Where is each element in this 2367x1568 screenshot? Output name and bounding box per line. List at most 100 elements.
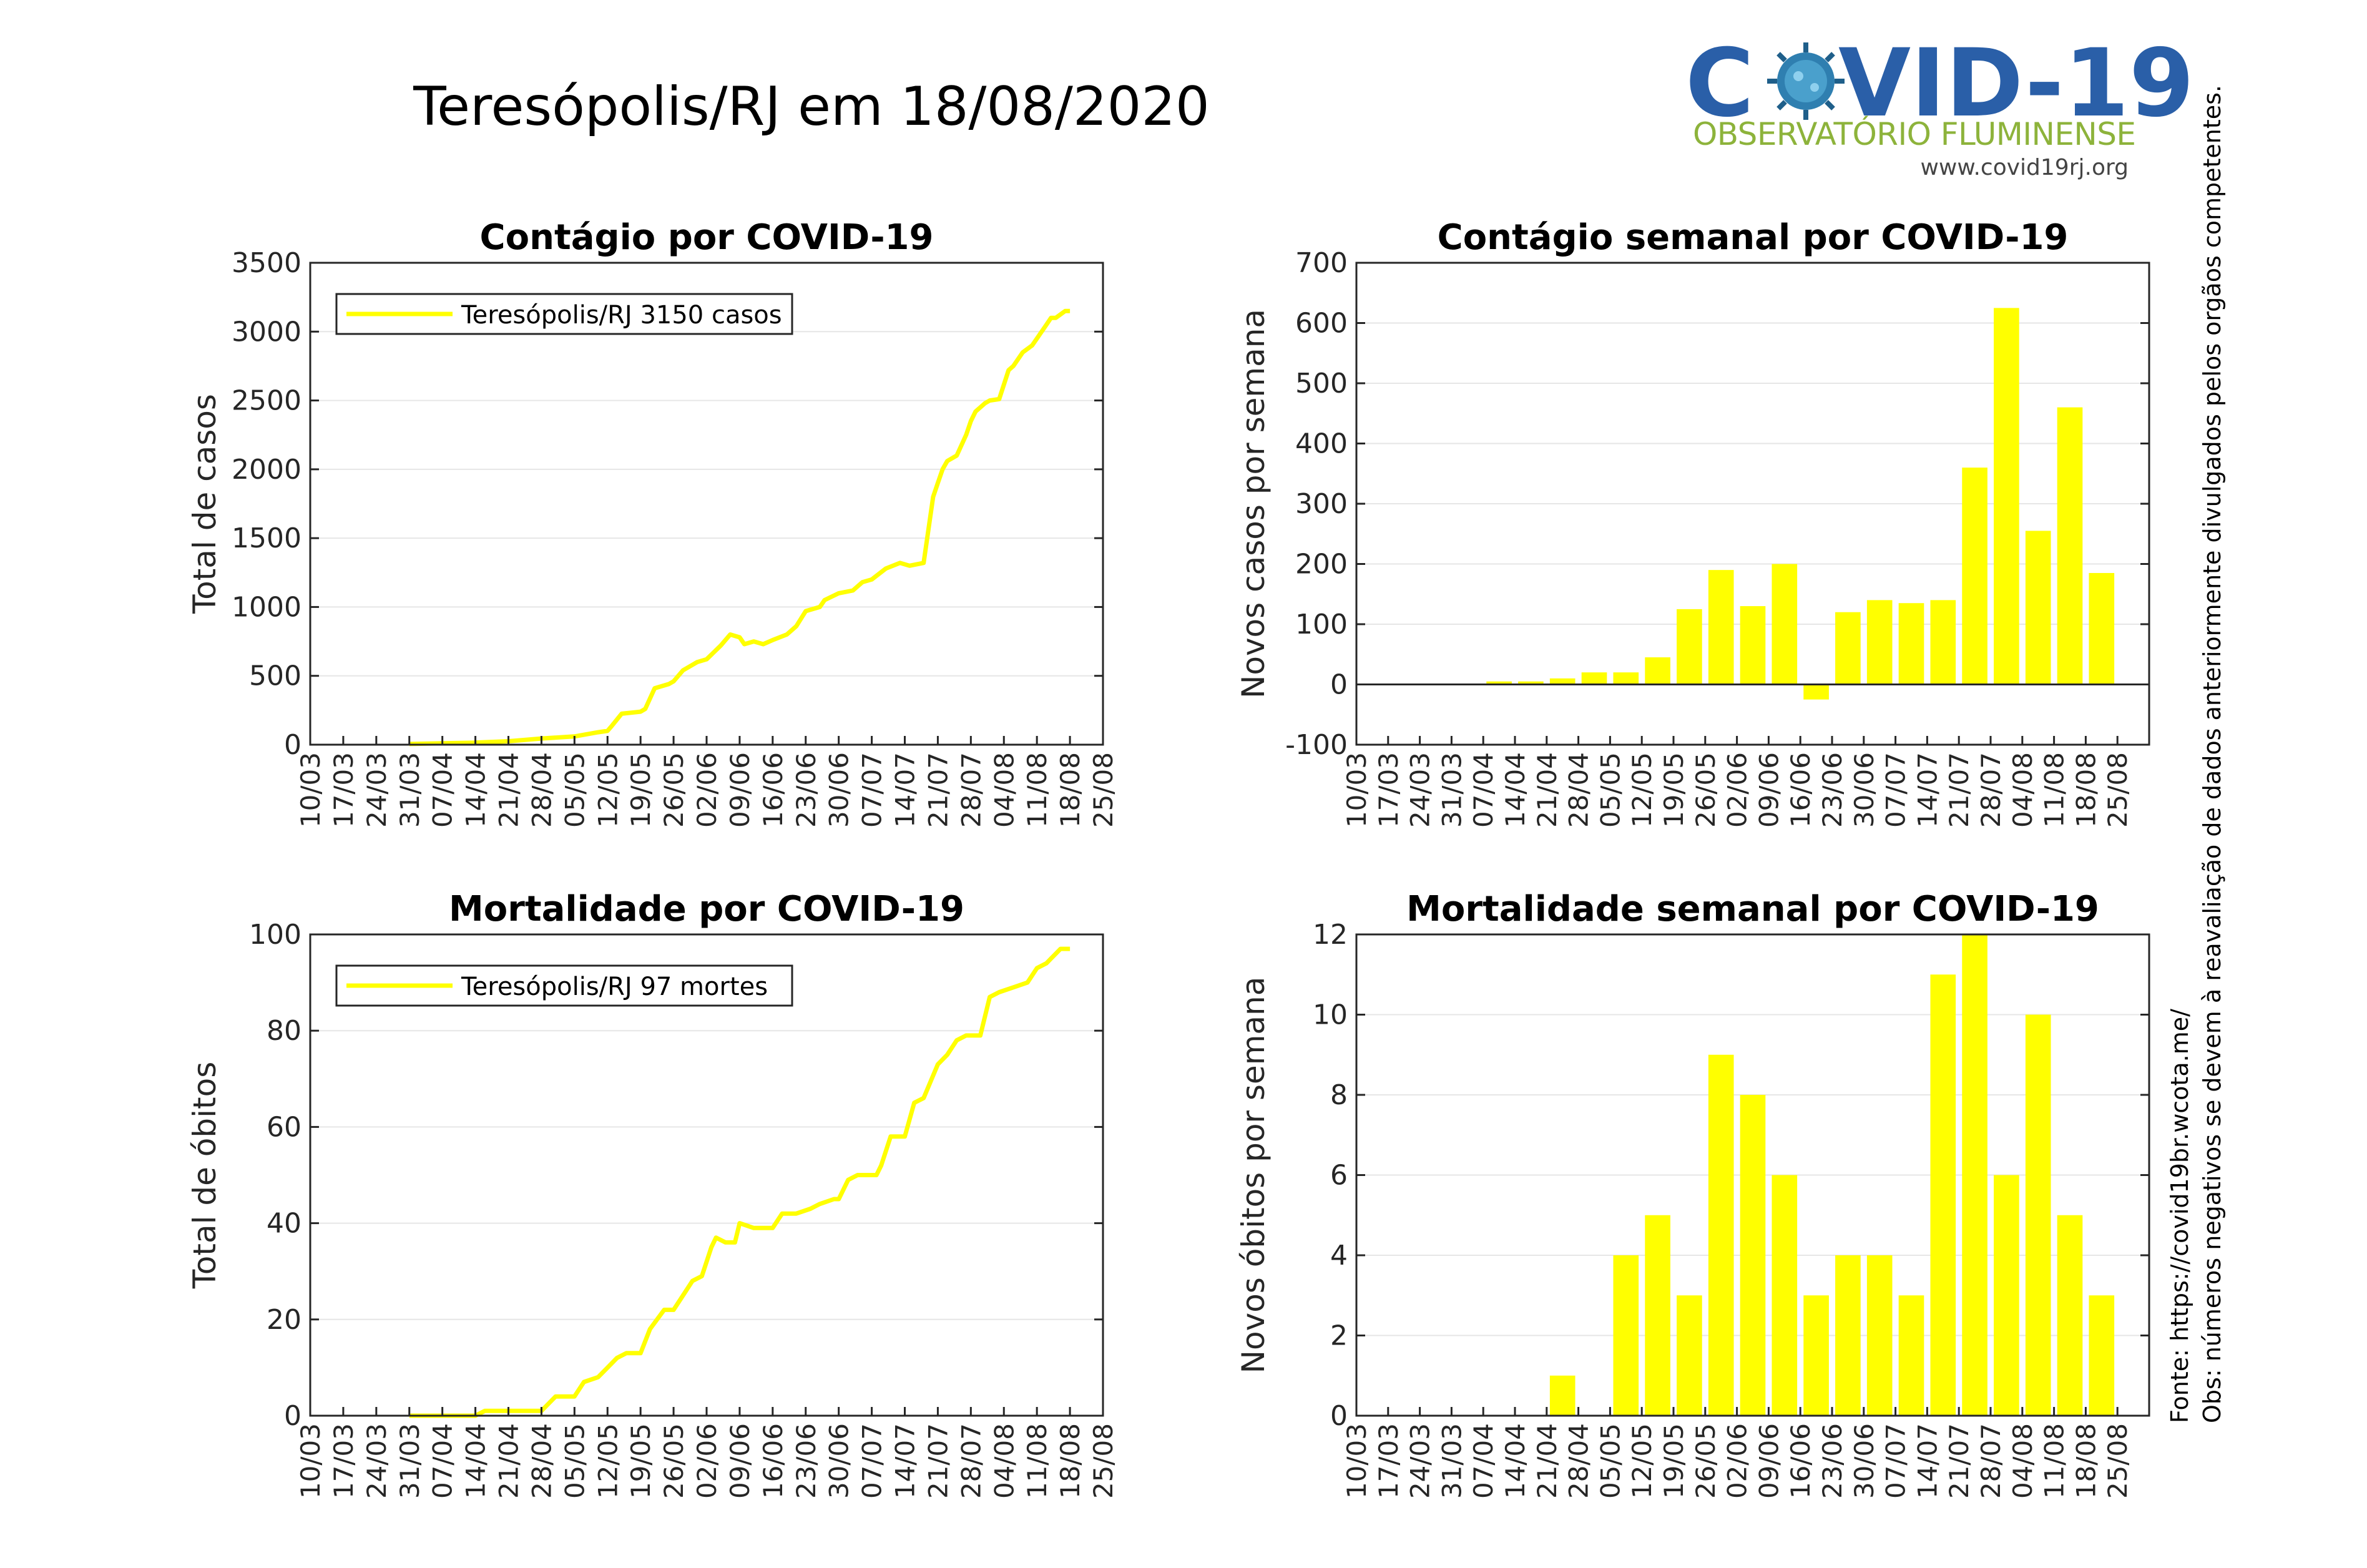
x-tick-label: 11/08 <box>2039 752 2070 828</box>
x-tick-label: 07/07 <box>1881 752 1911 828</box>
x-tick-label: 28/04 <box>1564 752 1594 828</box>
x-tick-label: 25/08 <box>2102 1423 2133 1499</box>
y-tick-label: 10 <box>1313 999 1348 1031</box>
x-tick-label: 05/05 <box>1595 752 1625 828</box>
x-tick-label: 10/03 <box>295 752 326 828</box>
bar-11-08 <box>2057 1215 2083 1416</box>
y-tick-label: 40 <box>267 1208 301 1240</box>
x-tick-label: 31/03 <box>1436 1423 1467 1499</box>
x-tick-label: 04/08 <box>2007 752 2038 828</box>
bar-14-07 <box>1930 974 1956 1416</box>
bar-07-07 <box>1898 603 1924 685</box>
bar-23-06 <box>1835 612 1861 685</box>
y-tick-label: 1500 <box>232 522 301 554</box>
x-tick-label: 26/05 <box>659 752 689 828</box>
x-tick-label: 10/03 <box>295 1423 326 1499</box>
x-tick-label: 30/06 <box>1849 1423 1879 1499</box>
x-tick-label: 02/06 <box>1722 752 1753 828</box>
virus-icon <box>1767 42 1845 120</box>
x-tick-label: 10/03 <box>1341 752 1372 828</box>
source-note: Fonte: https://covid19br.wcota.me/ <box>2166 1009 2193 1423</box>
x-tick-label: 23/06 <box>1817 1423 1848 1499</box>
x-tick-label: 07/07 <box>857 752 888 828</box>
bar-21-04 <box>1549 1375 1576 1416</box>
x-tick-label: 05/05 <box>559 752 590 828</box>
x-tick-label: 31/03 <box>394 1423 425 1499</box>
x-tick-label: 28/07 <box>956 752 986 828</box>
bar-21-07 <box>1962 468 1987 685</box>
bar-04-08 <box>2025 1014 2051 1416</box>
bar-23-06 <box>1835 1255 1861 1416</box>
bar-05-05 <box>1613 1255 1639 1416</box>
x-tick-label: 17/03 <box>1373 1423 1404 1499</box>
x-tick-label: 02/06 <box>1722 1423 1753 1499</box>
x-tick-label: 28/04 <box>526 752 557 828</box>
y-axis-label: Novos casos por semana <box>1235 309 1272 698</box>
x-tick-label: 21/07 <box>1944 752 1974 828</box>
x-tick-label: 09/06 <box>725 1423 755 1499</box>
x-tick-label: 05/05 <box>1595 1423 1625 1499</box>
x-tick-label: 30/06 <box>824 1423 855 1499</box>
bar-30-06 <box>1866 1255 1893 1416</box>
x-tick-label: 14/04 <box>1500 752 1531 828</box>
y-tick-label: 0 <box>284 729 301 761</box>
x-tick-label: 28/07 <box>956 1423 986 1499</box>
bar-28-07 <box>1994 1175 2019 1416</box>
x-tick-label: 14/04 <box>461 1423 491 1499</box>
x-tick-label: 21/04 <box>494 1423 524 1499</box>
y-tick-label: 3000 <box>232 316 301 348</box>
y-tick-label: 500 <box>249 660 301 692</box>
bar-19-05 <box>1677 1295 1702 1416</box>
x-tick-label: 19/05 <box>1659 1423 1689 1499</box>
x-tick-label: 23/06 <box>1817 752 1848 828</box>
chart-title: Contágio por COVID-19 <box>480 217 934 258</box>
x-tick-label: 14/07 <box>1912 1423 1943 1499</box>
bar-12-05 <box>1645 657 1670 685</box>
x-tick-label: 28/04 <box>1564 1423 1594 1499</box>
x-tick-label: 28/07 <box>1976 1423 2006 1499</box>
x-tick-label: 18/08 <box>1055 1423 1085 1499</box>
x-tick-label: 14/04 <box>1500 1423 1531 1499</box>
logo-subtitle: OBSERVATÓRIO FLUMINENSE <box>1693 115 2136 152</box>
y-tick-label: 60 <box>267 1111 301 1143</box>
x-tick-label: 11/08 <box>1022 1423 1052 1499</box>
y-tick-label: 3500 <box>232 247 301 279</box>
x-tick-label: 07/07 <box>857 1423 888 1499</box>
x-tick-label: 26/05 <box>1690 1423 1721 1499</box>
bar-04-08 <box>2025 531 2051 685</box>
x-tick-label: 21/04 <box>1532 1423 1562 1499</box>
y-tick-label: 20 <box>267 1304 301 1336</box>
x-tick-label: 05/05 <box>559 1423 590 1499</box>
bar-07-07 <box>1898 1295 1924 1416</box>
legend-label: Teresópolis/RJ 3150 casos <box>461 301 782 330</box>
bar-14-04 <box>1518 681 1544 685</box>
bar-12-05 <box>1645 1215 1670 1416</box>
x-tick-label: 25/08 <box>1088 752 1119 828</box>
x-tick-label: 19/05 <box>625 752 656 828</box>
bar-05-05 <box>1613 672 1639 685</box>
x-tick-label: 18/08 <box>1055 752 1085 828</box>
x-tick-label: 11/08 <box>2039 1423 2070 1499</box>
y-tick-label: 2500 <box>232 385 301 417</box>
x-tick-label: 28/04 <box>526 1423 557 1499</box>
y-axis-label: Total de casos <box>187 394 223 614</box>
bar-09-06 <box>1772 1175 1798 1416</box>
x-tick-label: 24/03 <box>361 752 392 828</box>
y-tick-label: 600 <box>1295 308 1348 340</box>
y-axis-label: Total de óbitos <box>187 1062 223 1290</box>
x-tick-label: 30/06 <box>824 752 855 828</box>
y-tick-label: 4 <box>1330 1240 1348 1272</box>
x-tick-label: 16/06 <box>758 1423 788 1499</box>
x-tick-label: 24/03 <box>1405 752 1436 828</box>
negative-values-note: Obs: números negativos se devem à reaval… <box>2198 85 2226 1423</box>
x-tick-label: 16/06 <box>758 752 788 828</box>
y-tick-label: 200 <box>1295 549 1348 581</box>
x-tick-label: 19/05 <box>1659 752 1689 828</box>
bar-09-06 <box>1772 564 1798 685</box>
x-tick-label: 07/04 <box>428 752 458 828</box>
bar-26-05 <box>1708 1054 1734 1416</box>
chart-title: Mortalidade por COVID-19 <box>449 889 964 929</box>
x-tick-label: 02/06 <box>692 1423 722 1499</box>
x-tick-label: 07/07 <box>1881 1423 1911 1499</box>
x-tick-label: 02/06 <box>692 752 722 828</box>
